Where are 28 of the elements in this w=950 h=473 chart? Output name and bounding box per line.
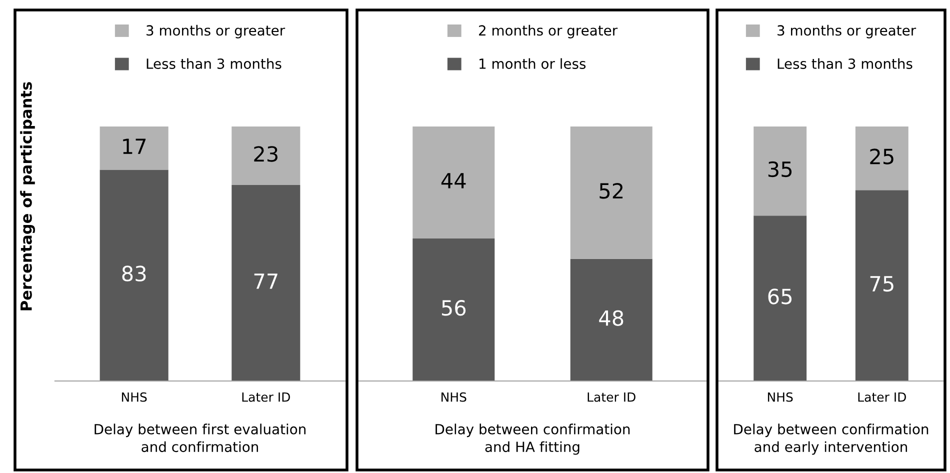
x-tick-label: NHS [768,392,793,402]
data-label: 44 [441,173,466,188]
legend-label: 1 month or less [480,58,586,69]
legend-label: 3 months or greater [778,24,916,38]
data-label: 25 [870,148,894,164]
data-label: 17 [123,138,146,154]
legend-label: 2 months or greater [479,24,618,38]
data-label: 35 [768,161,792,178]
data-label: 23 [254,146,278,162]
legend-label: Less than 3 months [778,58,912,69]
x-axis-title: Delay between first evaluation and confirmation [94,424,306,452]
data-label: 65 [768,288,792,304]
x-tick-label: NHS [442,392,466,402]
x-tick-label: Later ID [242,392,290,402]
y-axis-title: Percentage of participants [20,82,35,310]
data-label: 75 [870,276,894,292]
data-label: 77 [254,274,278,289]
legend-label: Less than 3 months [146,58,282,69]
x-tick-label: NHS [122,392,147,402]
legend-label: 3 months or greater [146,24,286,38]
data-label: 48 [599,310,624,326]
x-tick-label: Later ID [858,392,906,402]
x-tick-label: Later ID [588,392,636,402]
data-label: 56 [442,300,466,316]
x-axis-title: Delay between confirmation and early intervention [734,424,928,455]
x-axis-title: Delay between confirmation and HA fitting [436,424,630,455]
data-label: 83 [122,266,146,282]
data-label: 52 [600,182,623,199]
